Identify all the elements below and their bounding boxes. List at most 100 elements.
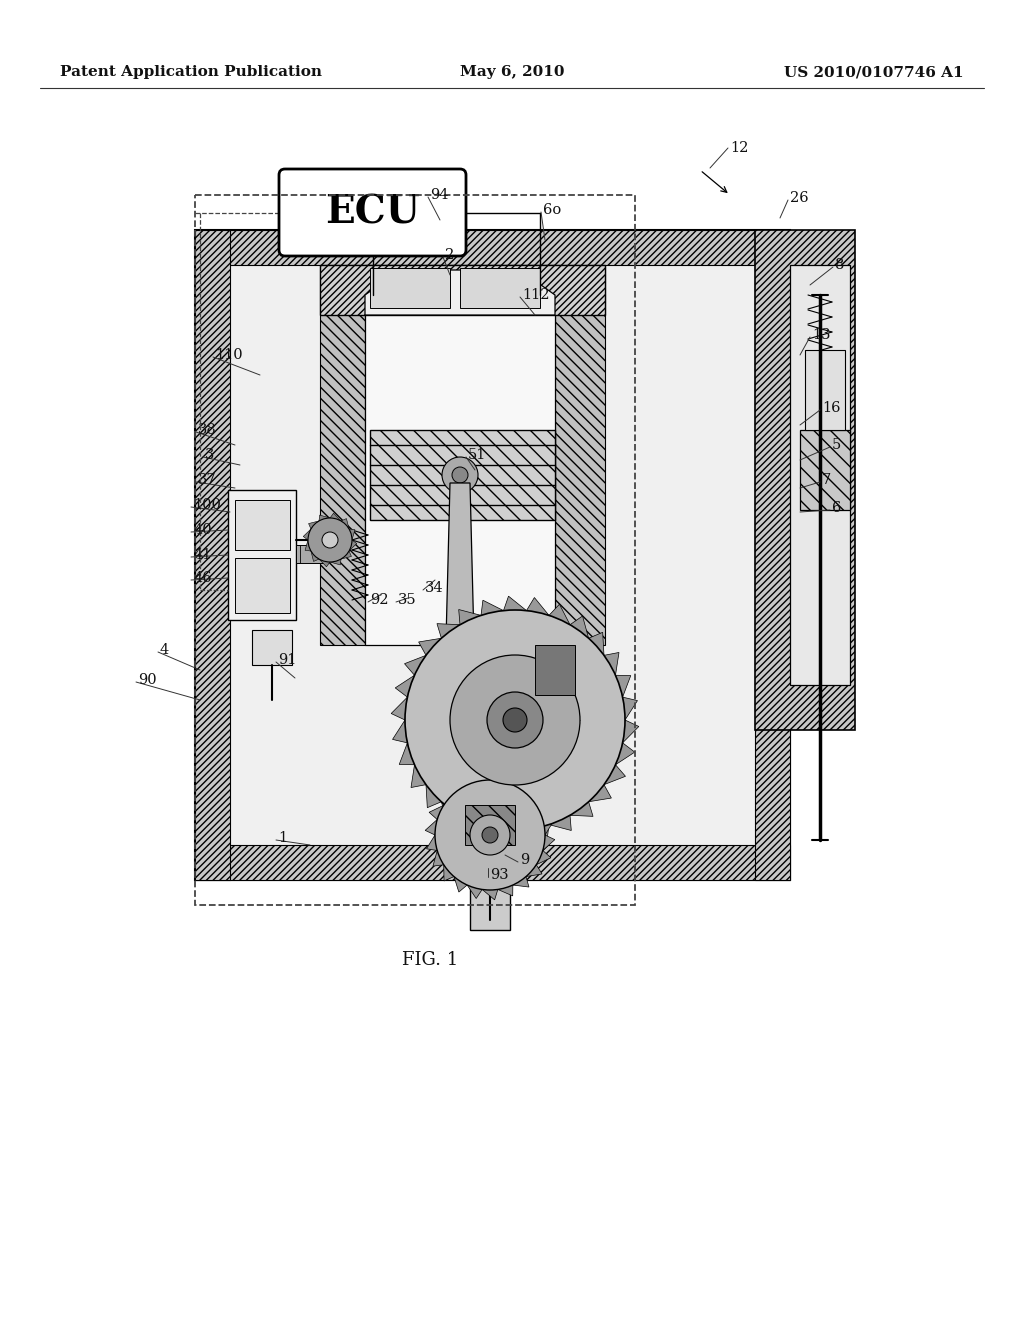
- Polygon shape: [549, 605, 570, 624]
- Text: 26: 26: [790, 191, 809, 205]
- Bar: [800, 430, 850, 510]
- Circle shape: [308, 517, 352, 562]
- Text: 1: 1: [278, 832, 287, 845]
- Bar: [195, 195, 635, 906]
- Bar: [234, 558, 290, 612]
- Polygon shape: [349, 529, 355, 540]
- Bar: [365, 265, 555, 645]
- Polygon shape: [537, 804, 547, 820]
- Bar: [555, 265, 605, 645]
- Text: US 2010/0107746 A1: US 2010/0107746 A1: [784, 65, 964, 79]
- Circle shape: [478, 858, 502, 882]
- Bar: [228, 490, 296, 620]
- Circle shape: [470, 814, 510, 855]
- Text: 2: 2: [445, 248, 455, 261]
- Polygon shape: [303, 529, 311, 540]
- Polygon shape: [504, 829, 526, 843]
- Polygon shape: [330, 560, 341, 565]
- Text: 41: 41: [193, 548, 211, 562]
- Text: 110: 110: [215, 348, 243, 362]
- Text: May 6, 2010: May 6, 2010: [460, 65, 564, 79]
- Bar: [195, 230, 230, 880]
- Polygon shape: [426, 836, 437, 850]
- Text: 12: 12: [730, 141, 749, 154]
- Circle shape: [487, 692, 543, 748]
- Circle shape: [452, 467, 468, 483]
- Polygon shape: [498, 771, 513, 785]
- Polygon shape: [604, 764, 626, 784]
- Polygon shape: [513, 777, 526, 793]
- Polygon shape: [454, 876, 467, 892]
- Text: 4: 4: [160, 643, 169, 657]
- Polygon shape: [404, 655, 426, 676]
- Circle shape: [449, 668, 472, 692]
- Polygon shape: [438, 793, 454, 805]
- Text: 8: 8: [835, 257, 845, 272]
- Polygon shape: [391, 697, 408, 719]
- Polygon shape: [482, 770, 498, 780]
- Polygon shape: [451, 783, 467, 793]
- Polygon shape: [498, 884, 513, 896]
- Polygon shape: [460, 816, 481, 836]
- Bar: [319, 265, 605, 315]
- Polygon shape: [411, 764, 426, 788]
- Polygon shape: [395, 676, 415, 697]
- Circle shape: [482, 828, 498, 843]
- Text: 5: 5: [831, 438, 842, 451]
- Text: 100: 100: [193, 498, 221, 512]
- Text: 40: 40: [193, 523, 212, 537]
- Circle shape: [503, 708, 527, 733]
- Polygon shape: [526, 598, 549, 615]
- Polygon shape: [341, 550, 351, 560]
- Text: 7: 7: [822, 473, 831, 487]
- Polygon shape: [615, 743, 635, 764]
- Polygon shape: [392, 719, 408, 743]
- Polygon shape: [537, 850, 551, 865]
- Bar: [790, 265, 850, 685]
- Bar: [195, 845, 790, 880]
- Bar: [370, 268, 450, 308]
- Polygon shape: [570, 801, 593, 816]
- Text: 91: 91: [278, 653, 296, 667]
- Text: 38: 38: [198, 422, 217, 437]
- Circle shape: [450, 655, 580, 785]
- Polygon shape: [526, 789, 537, 805]
- Bar: [195, 230, 790, 880]
- Polygon shape: [426, 784, 441, 808]
- Circle shape: [406, 610, 625, 830]
- Polygon shape: [589, 632, 604, 655]
- Text: 16: 16: [822, 401, 841, 414]
- FancyBboxPatch shape: [279, 169, 466, 256]
- Polygon shape: [365, 271, 555, 315]
- Text: ECU: ECU: [326, 194, 420, 231]
- Bar: [252, 630, 292, 665]
- Polygon shape: [399, 743, 415, 764]
- Polygon shape: [305, 540, 311, 550]
- Polygon shape: [549, 816, 571, 830]
- Polygon shape: [349, 540, 356, 550]
- Text: 34: 34: [425, 581, 443, 595]
- Text: 9: 9: [520, 853, 529, 867]
- Polygon shape: [319, 560, 330, 566]
- Polygon shape: [504, 597, 526, 611]
- Polygon shape: [513, 876, 529, 887]
- Polygon shape: [526, 825, 549, 840]
- Polygon shape: [482, 890, 498, 900]
- Polygon shape: [481, 825, 504, 842]
- Polygon shape: [429, 805, 443, 820]
- Text: 46: 46: [193, 572, 212, 585]
- Polygon shape: [433, 850, 443, 866]
- Polygon shape: [445, 483, 475, 680]
- Polygon shape: [526, 865, 542, 876]
- Text: 90: 90: [138, 673, 157, 686]
- Polygon shape: [623, 719, 639, 743]
- Circle shape: [442, 457, 478, 492]
- Polygon shape: [465, 805, 515, 845]
- Bar: [805, 350, 845, 430]
- Polygon shape: [467, 884, 482, 899]
- Bar: [755, 230, 790, 880]
- Polygon shape: [443, 865, 454, 880]
- Bar: [460, 268, 540, 308]
- Polygon shape: [311, 550, 319, 561]
- Circle shape: [435, 655, 485, 705]
